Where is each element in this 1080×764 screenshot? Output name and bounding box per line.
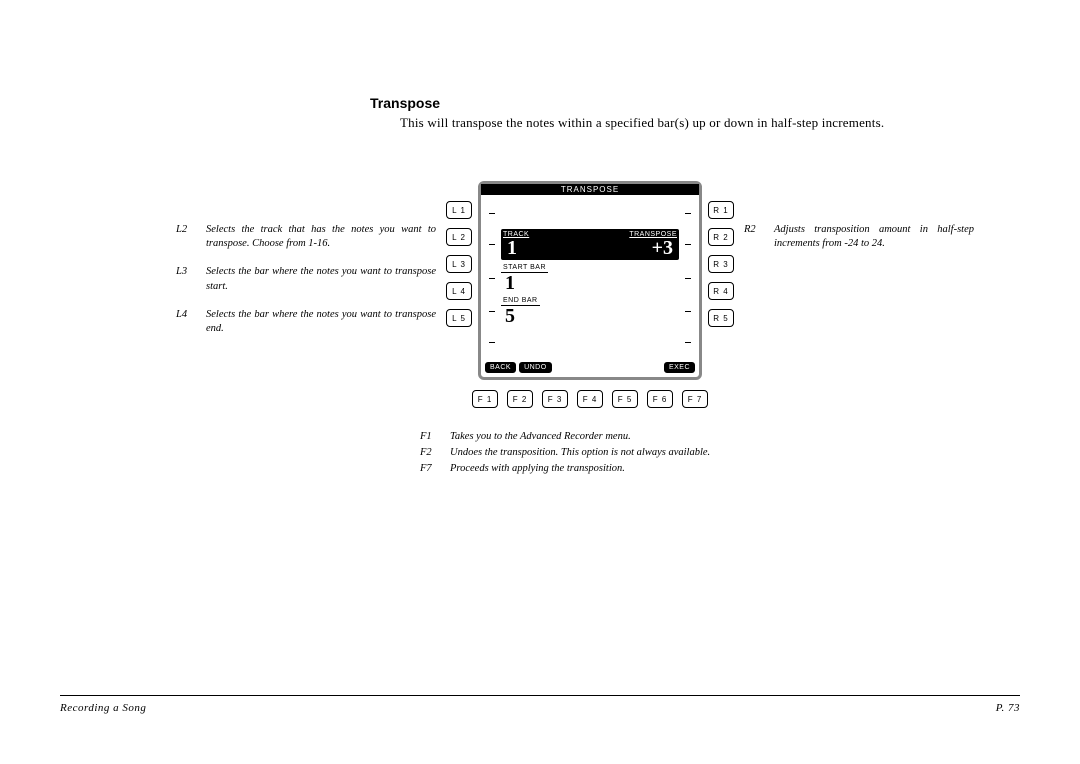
footer-chapter: Recording a Song [60, 702, 146, 714]
button-f2[interactable]: F 2 [507, 390, 533, 408]
page-footer: Recording a Song P. 73 [60, 695, 1020, 714]
button-r2[interactable]: R 2 [708, 228, 734, 246]
diagram-row: L2 Selects the track that has the notes … [120, 181, 1030, 408]
footer-page-number: P. 73 [996, 702, 1020, 714]
start-bar-value: 1 [501, 273, 548, 293]
button-l3[interactable]: L 3 [446, 255, 472, 273]
note-l4: L4 Selects the bar where the notes you w… [176, 308, 436, 336]
button-l2[interactable]: L 2 [446, 228, 472, 246]
button-l1[interactable]: L 1 [446, 201, 472, 219]
end-bar-value: 5 [501, 306, 540, 326]
button-f4[interactable]: F 4 [577, 390, 603, 408]
button-f7[interactable]: F 7 [682, 390, 708, 408]
device-diagram: L 1 L 2 L 3 L 4 L 5 TRANSPOSE [446, 181, 734, 408]
button-r5[interactable]: R 5 [708, 309, 734, 327]
left-side-buttons: L 1 L 2 L 3 L 4 L 5 [446, 181, 472, 327]
f-buttons: F 1 F 2 F 3 F 4 F 5 F 6 F 7 [472, 390, 708, 408]
button-f5[interactable]: F 5 [612, 390, 638, 408]
left-notes: L2 Selects the track that has the notes … [176, 181, 436, 350]
button-r4[interactable]: R 4 [708, 282, 734, 300]
lcd-undo-button[interactable]: UNDO [519, 362, 552, 373]
f-notes: F1 Takes you to the Advanced Recorder me… [420, 430, 1030, 477]
note-f1: F1 Takes you to the Advanced Recorder me… [420, 430, 1030, 444]
right-notes: R2 Adjusts transposition amount in half-… [744, 181, 974, 265]
note-l2: L2 Selects the track that has the notes … [176, 223, 436, 251]
lcd-back-button[interactable]: BACK [485, 362, 516, 373]
note-r2: R2 Adjusts transposition amount in half-… [744, 223, 974, 251]
track-value: 1 [503, 238, 529, 258]
note-f7: F7 Proceeds with applying the transposit… [420, 462, 1030, 476]
button-f1[interactable]: F 1 [472, 390, 498, 408]
button-f6[interactable]: F 6 [647, 390, 673, 408]
lcd-screen: TRANSPOSE [478, 181, 702, 380]
lcd-title: TRANSPOSE [481, 184, 699, 195]
note-l3: L3 Selects the bar where the notes you w… [176, 265, 436, 293]
lcd-exec-button[interactable]: EXEC [664, 362, 695, 373]
note-f2: F2 Undoes the transposition. This option… [420, 446, 1030, 460]
button-r1[interactable]: R 1 [708, 201, 734, 219]
right-side-buttons: R 1 R 2 R 3 R 4 R 5 [708, 181, 734, 327]
button-l5[interactable]: L 5 [446, 309, 472, 327]
section-description: This will transpose the notes within a s… [400, 115, 1030, 131]
button-r3[interactable]: R 3 [708, 255, 734, 273]
transpose-value: +3 [648, 238, 677, 258]
button-f3[interactable]: F 3 [542, 390, 568, 408]
button-l4[interactable]: L 4 [446, 282, 472, 300]
section-title: Transpose [370, 95, 1030, 111]
